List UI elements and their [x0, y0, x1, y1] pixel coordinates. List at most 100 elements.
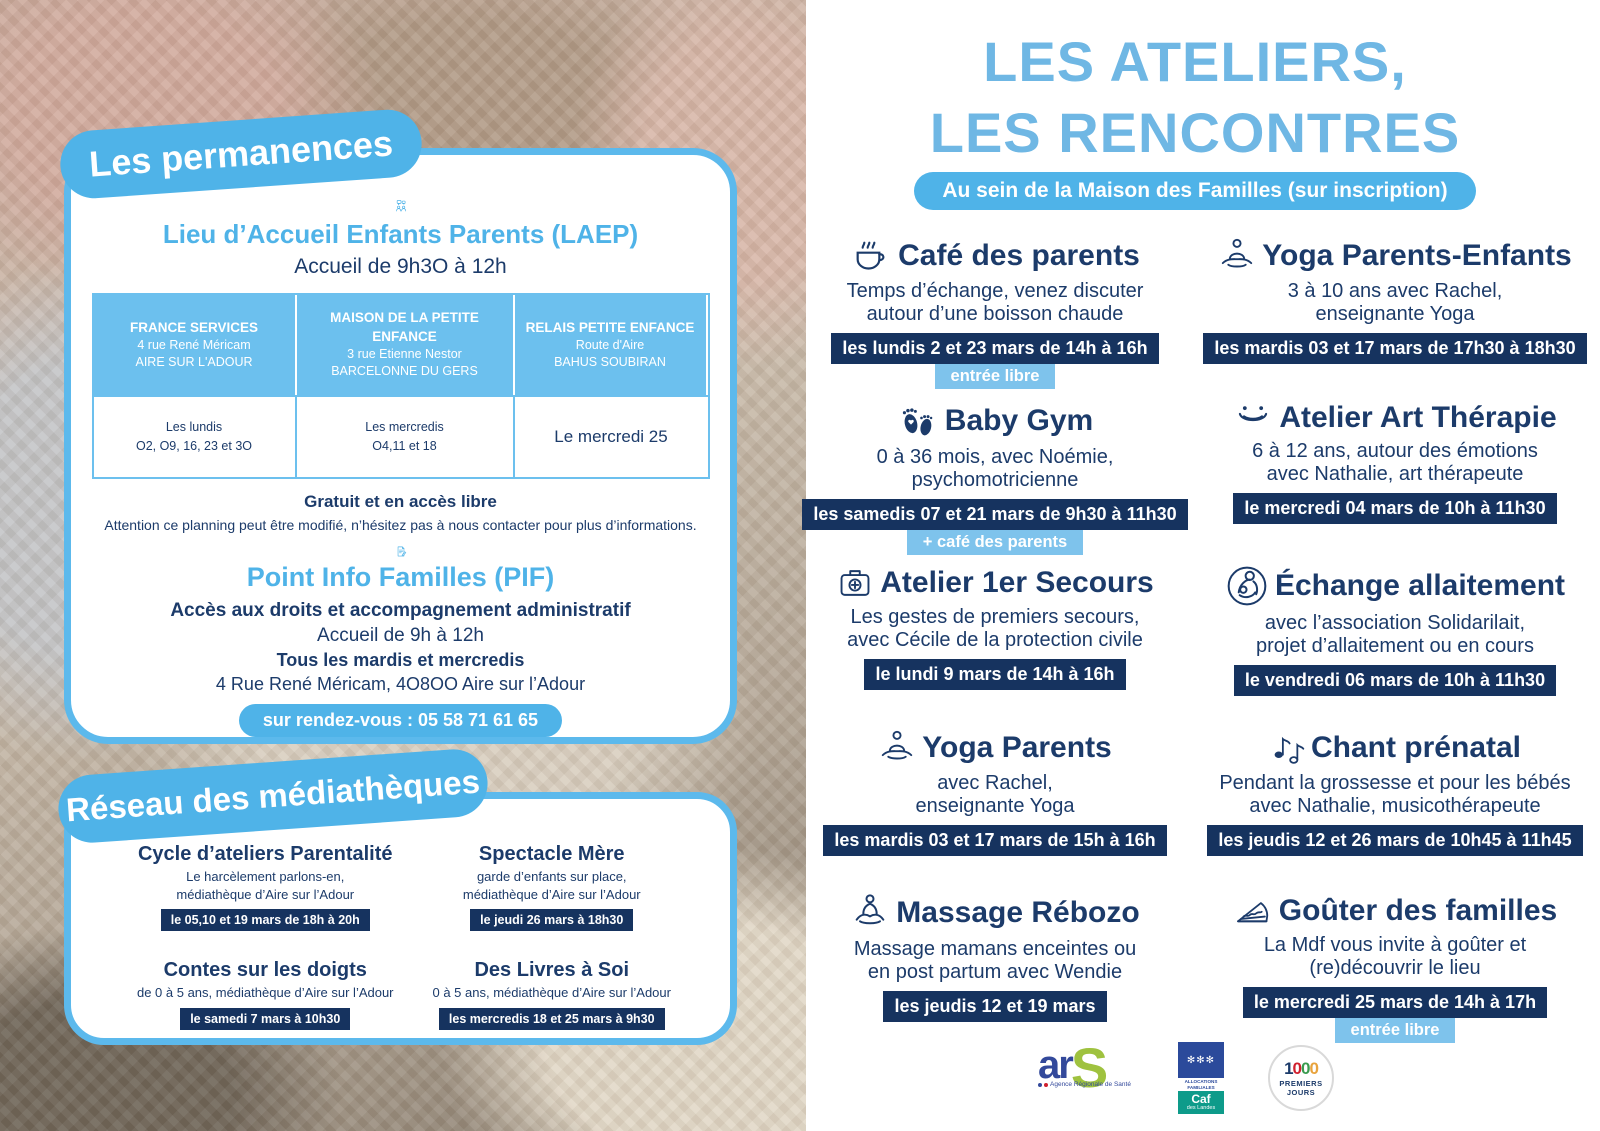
workshop-date-banner: les lundis 2 et 23 mars de 14h à 16h — [831, 333, 1159, 365]
mediatheque-item: Cycle d’ateliers Parentalité Le harcèlem… — [129, 843, 402, 939]
location-name: RELAIS PETITE ENFANCE — [525, 319, 695, 335]
baby-feet-icon — [902, 408, 933, 436]
workshop-title: Atelier 1er Secours — [880, 566, 1154, 599]
workshop-1er-secours: Atelier 1er Secours Les gestes de premie… — [795, 550, 1195, 714]
ateliers-title-line1: LES ATELIERS, — [983, 30, 1407, 93]
workshop-date-banner: les mardis 03 et 17 mars de 17h30 à 18h3… — [1203, 333, 1587, 365]
caf-pictogram: ✻✻✻ — [1178, 1042, 1224, 1078]
laep-table: FRANCE SERVICES 4 rue René Méricam AIRE … — [91, 293, 710, 480]
mediatheque-item-desc: garde d’enfants sur place, médiathèque d… — [462, 869, 641, 902]
laep-col-header: RELAIS PETITE ENFANCE Route d'Aire BAHUS… — [514, 295, 708, 396]
workshop-desc: Temps d’échange, venez discuter autour d… — [846, 280, 1144, 326]
workshop-echange-allaitement: Échange allaitement avec l’association S… — [1195, 550, 1595, 714]
mediatheque-item-date-badge: le samedi 7 mars à 10h30 — [180, 1007, 351, 1030]
pif-address: 4 Rue René Méricam, 4O8OO Aire sur l’Ado… — [215, 674, 586, 694]
ateliers-subtitle-pill: Au sein de la Maison des Familles (sur i… — [914, 172, 1476, 210]
workshop-date-banner: les jeudis 12 et 19 mars — [883, 991, 1107, 1023]
laep-schedule-cell: Le mercredi 25 — [514, 395, 708, 478]
workshop-yoga-parents-enfants: Yoga Parents-Enfants 3 à 10 ans avec Rac… — [1195, 222, 1595, 386]
workshop-title: Goûter des familles — [1278, 894, 1558, 927]
lotus-icon — [855, 894, 885, 925]
laep-subtitle: Accueil de 9h3O à 12h — [294, 255, 507, 279]
schedule-dates: O2, O9, 16, 23 et 3O — [135, 439, 253, 454]
location-city: AIRE SUR L'ADOUR — [135, 355, 253, 370]
mediatheque-item: Contes sur les doigts de 0 à 5 ans, médi… — [129, 959, 402, 1038]
workshop-cafe-des-parents: Café des parents Temps d’échange, venez … — [795, 222, 1195, 390]
workshop-desc: avec Rachel, enseignante Yoga — [915, 772, 1075, 818]
workshop-date-banner: le lundi 9 mars de 14h à 16h — [864, 659, 1126, 691]
schedule-days: Les mercredis — [365, 420, 444, 435]
workshop-title: Yoga Parents — [922, 731, 1112, 764]
smiley-icon — [1239, 406, 1268, 422]
ars-tagline: Agence Régionale de Santé — [1050, 1081, 1131, 1088]
appointment-phone-pill: sur rendez-vous : 05 58 71 61 65 — [238, 704, 563, 737]
pif-title: Point Info Familles (PIF) — [246, 562, 555, 592]
workshop-gouter-des-familles: Goûter des familles La Mdf vous invite à… — [1195, 878, 1595, 1044]
workshops-grid: Café des parents Temps d’échange, venez … — [795, 222, 1595, 1044]
permanences-bubble-label: Les permanences — [87, 122, 395, 185]
schedule-days: Le mercredi 25 — [554, 427, 668, 447]
caf-allocations-label: ALLOCATIONS FAMILIALES — [1184, 1079, 1218, 1090]
schedule-dates: O4,11 et 18 — [372, 439, 437, 454]
ateliers-main-title: LES ATELIERS, LES RENCONTRES — [800, 26, 1590, 168]
workshop-title: Atelier Art Thérapie — [1279, 401, 1557, 434]
laep-schedule-cell: Les mercredis O4,11 et 18 — [296, 395, 515, 478]
mediatheque-item-date-badge: le jeudi 26 mars à 18h30 — [470, 909, 634, 932]
caf-logo: ✻✻✻ ALLOCATIONS FAMILIALES Caf des Lande… — [1178, 1042, 1224, 1114]
location-name: MAISON DE LA PETITE ENFANCE — [330, 310, 479, 344]
workshop-title: Baby Gym — [944, 404, 1094, 437]
workshop-extra-badge: entrée libre — [1334, 1018, 1456, 1044]
partner-logos: ar S Agence Régionale de Santé ✻✻✻ ALLOC… — [1038, 1036, 1334, 1114]
workshop-chant-prenatal: Chant prénatal Pendant la grossesse et p… — [1195, 714, 1595, 878]
family-chat-icon — [395, 200, 406, 212]
mediatheque-item-date-badge: les mercredis 18 et 25 mars à 9h30 — [438, 1007, 665, 1030]
workshop-art-therapie: Atelier Art Thérapie 6 à 12 ans, autour … — [1195, 386, 1595, 550]
ateliers-title-line2: LES RENCONTRES — [929, 101, 1461, 165]
location-address: Route d'Aire — [575, 337, 645, 352]
mediatheque-item-desc: de 0 à 5 ans, médiathèque d’Aire sur l’A… — [136, 985, 394, 1001]
workshop-extra-badge: + café des parents — [906, 530, 1084, 556]
yoga-icon — [1222, 238, 1253, 268]
permanences-card: Lieu d’Accueil Enfants Parents (LAEP) Ac… — [64, 148, 737, 744]
workshop-title: Chant prénatal — [1310, 731, 1522, 764]
mediatheque-item: Des Livres à Soi 0 à 5 ans, médiathèque … — [416, 959, 689, 1038]
mediatheques-bubble-label: Réseau des médiathèques — [64, 762, 482, 829]
pif-hours: Accueil de 9h à 12h — [317, 625, 484, 646]
workshop-date-banner: les mardis 03 et 17 mars de 15h à 16h — [823, 825, 1167, 857]
workshop-title: Yoga Parents-Enfants — [1262, 239, 1572, 272]
schedule-days: Les lundis — [165, 420, 223, 435]
mediatheque-item: Spectacle Mère garde d’enfants sur place… — [416, 843, 689, 939]
workshop-date-banner: les jeudis 12 et 26 mars de 10h45 à 11h4… — [1207, 825, 1583, 857]
workshop-title: Échange allaitement — [1274, 569, 1566, 602]
laep-col-header: MAISON DE LA PETITE ENFANCE 3 rue Etienn… — [296, 295, 515, 396]
ars-logo: ar S Agence Régionale de Santé — [1038, 1036, 1131, 1099]
mediatheque-item-title: Des Livres à Soi — [474, 959, 630, 982]
location-name: FRANCE SERVICES — [129, 319, 259, 335]
location-city: BAHUS SOUBIRAN — [554, 355, 666, 370]
free-access-note: Attention ce planning peut être modifié,… — [104, 517, 697, 534]
workshop-date-banner: les samedis 07 et 21 mars de 9h30 à 11h3… — [802, 499, 1188, 531]
mediatheque-item-title: Spectacle Mère — [478, 843, 625, 865]
laep-col-header: FRANCE SERVICES 4 rue René Méricam AIRE … — [93, 295, 297, 396]
yoga-icon — [882, 730, 913, 760]
document-pencil-icon — [397, 546, 406, 557]
workshop-desc: Les gestes de premiers secours, avec Céc… — [847, 606, 1143, 652]
mille-premiers-jours-logo: 1000 PREMIERS JOURS — [1268, 1045, 1334, 1111]
workshop-extra-badge: entrée libre — [934, 364, 1056, 390]
workshop-title: Café des parents — [898, 239, 1140, 272]
workshop-desc: 3 à 10 ans avec Rachel, enseignante Yoga — [1287, 280, 1503, 326]
workshop-date-banner: le vendredi 06 mars de 10h à 11h30 — [1233, 665, 1557, 697]
pif-description: Accès aux droits et accompagnement admin… — [170, 600, 631, 621]
workshop-massage-rebozo: Massage Rébozo Massage mamans enceintes … — [795, 878, 1195, 1042]
workshop-desc: Massage mamans enceintes ou en post part… — [853, 938, 1137, 984]
breastfeeding-icon — [1227, 566, 1267, 606]
mediatheque-item-title: Cycle d’ateliers Parentalité — [137, 843, 393, 865]
first-aid-icon — [840, 570, 870, 596]
laep-title: Lieu d’Accueil Enfants Parents (LAEP) — [162, 219, 639, 250]
workshop-yoga-parents: Yoga Parents avec Rachel, enseignante Yo… — [795, 714, 1195, 878]
location-address: 3 rue Etienne Nestor — [347, 346, 462, 361]
workshop-desc: avec l’association Solidarilait, projet … — [1256, 612, 1534, 658]
cake-slice-icon — [1236, 902, 1268, 923]
workshop-desc: 6 à 12 ans, autour des émotions avec Nat… — [1252, 440, 1538, 486]
